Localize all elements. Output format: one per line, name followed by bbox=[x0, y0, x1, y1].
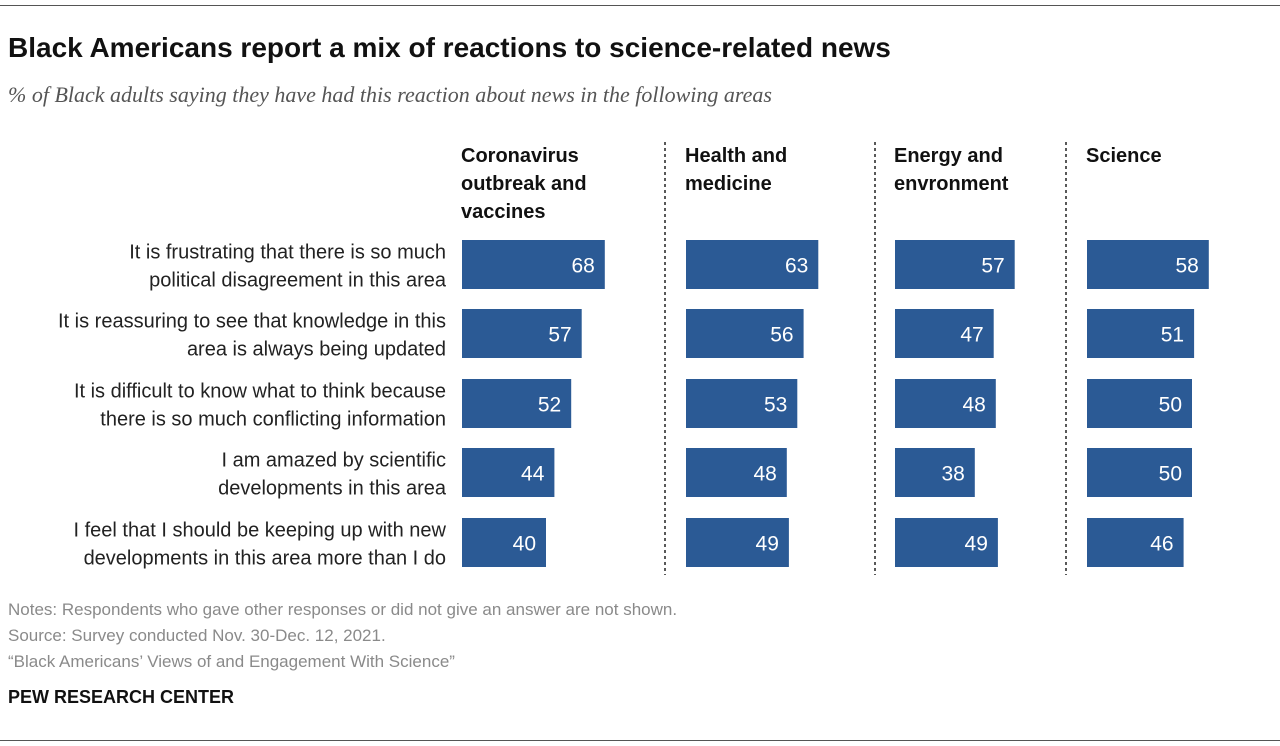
row-label-4-line-1: I am amazed by scientific bbox=[221, 450, 446, 472]
bar-label-4-1: 58 bbox=[1175, 255, 1198, 278]
column-header-2-line-1: Health and bbox=[685, 145, 787, 167]
bar-label-2-2: 56 bbox=[770, 324, 793, 347]
bottom-rule bbox=[0, 740, 1280, 741]
bar-label-4-5: 46 bbox=[1150, 533, 1173, 556]
column-header-1-line-1: Coronavirus bbox=[461, 145, 579, 167]
column-header-4-line-1: Science bbox=[1086, 145, 1162, 167]
column-header-1-line-3: vaccines bbox=[461, 201, 546, 223]
bar-label-2-1: 63 bbox=[785, 255, 808, 278]
bar-label-3-4: 38 bbox=[941, 463, 964, 486]
bar-label-2-3: 53 bbox=[764, 394, 787, 417]
row-label-3-line-1: It is difficult to know what to think be… bbox=[74, 381, 446, 403]
bar-1-4 bbox=[462, 448, 555, 497]
bar-label-3-2: 47 bbox=[960, 324, 983, 347]
bar-3-2 bbox=[895, 309, 994, 358]
bar-1-1 bbox=[462, 240, 605, 289]
bar-label-2-4: 48 bbox=[753, 463, 776, 486]
row-label-1-line-1: It is frustrating that there is so much bbox=[129, 242, 446, 264]
bar-1-3 bbox=[462, 379, 572, 428]
bar-label-1-1: 68 bbox=[571, 255, 594, 278]
bar-2-2 bbox=[686, 309, 804, 358]
column-header-3-line-2: envronment bbox=[894, 173, 1009, 195]
bar-1-2 bbox=[462, 309, 582, 358]
bar-3-5 bbox=[895, 518, 998, 567]
row-label-1-line-2: political disagreement in this area bbox=[149, 270, 447, 292]
bar-2-4 bbox=[686, 448, 787, 497]
brand-name: PEW RESEARCH CENTER bbox=[8, 687, 235, 707]
bar-4-3 bbox=[1087, 379, 1192, 428]
row-label-4-line-2: developments in this area bbox=[218, 478, 447, 500]
source-text: Source: Survey conducted Nov. 30-Dec. 12… bbox=[8, 626, 386, 645]
bar-label-1-4: 44 bbox=[521, 463, 545, 486]
bar-label-4-2: 51 bbox=[1161, 324, 1184, 347]
bar-label-3-3: 48 bbox=[962, 394, 985, 417]
bar-4-4 bbox=[1087, 448, 1192, 497]
chart-subtitle: % of Black adults saying they have had t… bbox=[8, 82, 772, 107]
bar-2-3 bbox=[686, 379, 798, 428]
bar-3-1 bbox=[895, 240, 1015, 289]
bar-label-3-1: 57 bbox=[981, 255, 1004, 278]
notes-text: Notes: Respondents who gave other respon… bbox=[8, 600, 678, 619]
bar-label-4-3: 50 bbox=[1159, 394, 1182, 417]
bar-4-2 bbox=[1087, 309, 1195, 358]
column-header-2-line-2: medicine bbox=[685, 173, 772, 195]
bar-label-1-5: 40 bbox=[513, 533, 536, 556]
bar-label-3-5: 49 bbox=[965, 533, 988, 556]
row-label-2-line-2: area is always being updated bbox=[187, 339, 446, 361]
bar-4-1 bbox=[1087, 240, 1209, 289]
row-label-5-line-1: I feel that I should be keeping up with … bbox=[74, 520, 447, 542]
row-label-5-line-2: developments in this area more than I do bbox=[84, 548, 446, 570]
bar-chart: Coronavirus outbreak and vaccines Health an… bbox=[58, 142, 1209, 575]
bar-label-4-4: 50 bbox=[1159, 463, 1182, 486]
bar-3-3 bbox=[895, 379, 996, 428]
column-header-3-line-1: Energy and bbox=[894, 145, 1003, 167]
report-title: “Black Americans’ Views of and Engagemen… bbox=[8, 652, 455, 671]
bar-label-1-3: 52 bbox=[538, 394, 561, 417]
bar-label-1-2: 57 bbox=[548, 324, 571, 347]
chart-notes: Notes: Respondents who gave other respon… bbox=[8, 597, 677, 675]
top-rule bbox=[0, 5, 1280, 6]
column-header-1-line-2: outbreak and bbox=[461, 173, 587, 195]
bar-2-1 bbox=[686, 240, 819, 289]
bar-3-4 bbox=[895, 448, 975, 497]
bar-4-5 bbox=[1087, 518, 1184, 567]
row-label-3-line-2: there is so much conflicting information bbox=[100, 409, 446, 431]
bar-1-5 bbox=[462, 518, 546, 567]
chart-title: Black Americans report a mix of reaction… bbox=[8, 32, 891, 63]
bar-2-5 bbox=[686, 518, 789, 567]
row-label-2-line-1: It is reassuring to see that knowledge i… bbox=[58, 311, 446, 333]
bar-label-2-5: 49 bbox=[756, 533, 779, 556]
